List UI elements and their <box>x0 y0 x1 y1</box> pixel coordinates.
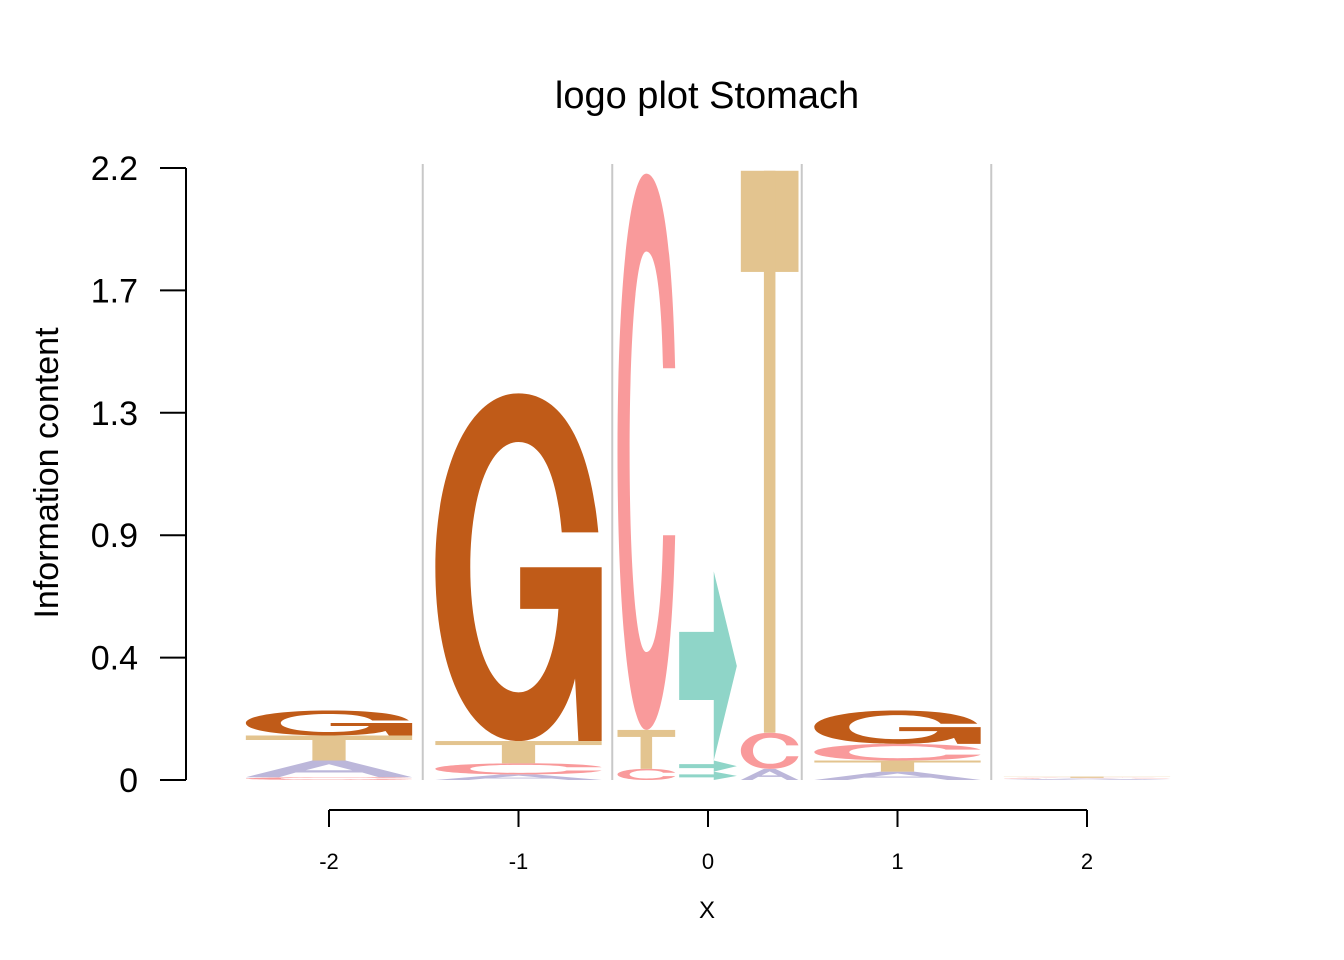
x-tick-label: -2 <box>319 849 339 874</box>
position-stack <box>435 393 602 780</box>
letter-c <box>1003 777 1171 779</box>
letter-c <box>740 732 799 769</box>
letter-c-to-t <box>679 771 737 780</box>
y-tick-label: 0.9 <box>91 517 138 555</box>
letter-a <box>814 771 981 780</box>
letter-t <box>617 729 676 769</box>
x-tick-label: 0 <box>702 849 714 874</box>
y-tick-label: 0.4 <box>91 640 138 678</box>
y-tick-label: 1.7 <box>91 272 138 310</box>
letter-t <box>814 760 981 772</box>
letter-stacks <box>245 170 1171 780</box>
y-axis: 0 0.4 0.9 1.3 1.7 2.2 <box>91 150 187 800</box>
y-tick-label: 1.3 <box>91 395 138 433</box>
letter-c <box>814 743 981 761</box>
letter-g <box>814 710 981 744</box>
letter-a <box>245 760 413 778</box>
x-tick-label: 1 <box>891 849 903 874</box>
letter-t <box>1003 776 1171 778</box>
x-tick-label: 2 <box>1081 849 1093 874</box>
position-stack <box>245 710 413 780</box>
letter-t <box>435 741 602 764</box>
chart-title: logo plot Stomach <box>555 75 859 117</box>
letter-a <box>1003 778 1171 780</box>
letter-c-to-t <box>679 760 737 772</box>
x-axis: -2 -1 0 1 2 <box>319 809 1093 874</box>
y-tick-label: 2.2 <box>91 150 138 188</box>
grid-lines <box>421 164 993 780</box>
letter-c-to-t <box>679 571 737 761</box>
letter-c <box>617 173 676 730</box>
position-stack <box>617 170 799 780</box>
position-stack <box>1003 776 1171 780</box>
y-tick-label: 0 <box>119 762 138 800</box>
x-axis-label: X <box>699 897 715 924</box>
letter-c <box>617 768 676 780</box>
letter-c <box>245 777 413 780</box>
letter-g <box>245 710 413 736</box>
letter-a <box>435 774 602 780</box>
letter-g <box>435 393 602 742</box>
letter-t <box>740 170 799 733</box>
letter-t <box>245 735 413 761</box>
letter-c <box>435 763 602 775</box>
letter-a <box>740 768 799 780</box>
y-axis-label: Information content <box>28 327 66 619</box>
position-stack <box>814 710 981 780</box>
x-tick-label: -1 <box>509 849 529 874</box>
